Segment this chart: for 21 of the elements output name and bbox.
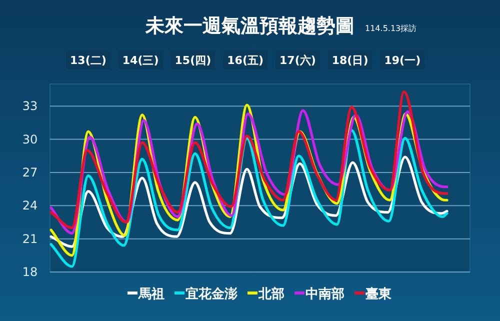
y-tick-label: 30 xyxy=(22,132,38,146)
y-tick-label: 18 xyxy=(22,265,38,279)
chart-subtitle: 114.5.13採訪 xyxy=(365,24,417,33)
chart-title: 未來一週氣溫預報趨勢圖 xyxy=(144,15,354,37)
legend-label: 臺東 xyxy=(366,287,392,302)
x-tick-label: 16(五) xyxy=(227,54,264,67)
y-tick-label: 21 xyxy=(22,232,38,246)
legend-label: 北部 xyxy=(258,286,284,302)
legend-label: 馬祖 xyxy=(138,286,164,302)
legend-label: 中南部 xyxy=(306,286,344,302)
x-tick-label: 18(日) xyxy=(332,54,368,67)
legend-label: 宜花金澎 xyxy=(186,286,238,302)
x-tick-label: 15(四) xyxy=(174,54,212,67)
y-tick-label: 24 xyxy=(22,198,38,213)
x-tick-label: 14(三) xyxy=(122,54,159,67)
y-tick-label: 33 xyxy=(22,99,38,114)
x-tick-label: 17(六) xyxy=(280,54,316,67)
y-tick-label: 27 xyxy=(22,165,38,180)
x-tick-label: 19(一) xyxy=(384,54,421,67)
line-series xyxy=(50,90,448,230)
x-tick-label: 13(二) xyxy=(70,54,106,67)
